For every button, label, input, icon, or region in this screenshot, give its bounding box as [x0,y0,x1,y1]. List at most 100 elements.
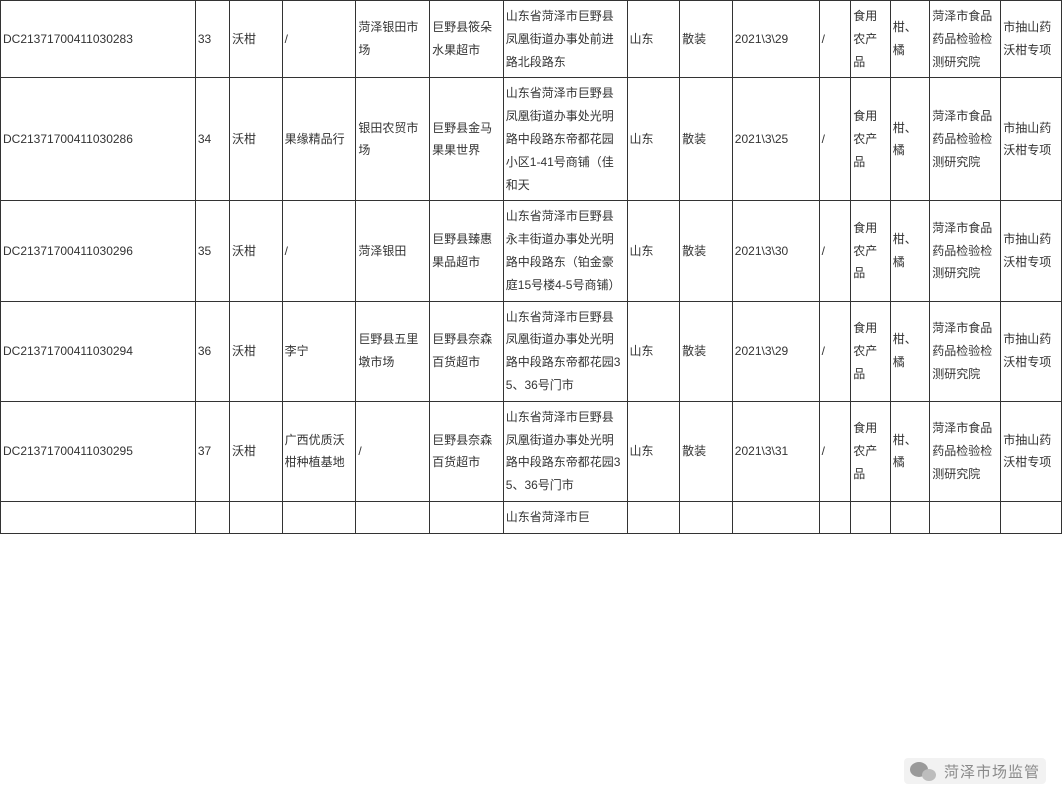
market: 银田农贸市场 [356,78,430,201]
address: 山东省菏泽市巨野县凤凰街道办事处光明路中段路东帝都花园35、36号门市 [503,401,627,501]
table-row: DC2137170041103029436沃柑李宁巨野县五里墩市场巨野县奈森百货… [1,301,1062,401]
wechat-icon [910,760,936,782]
province: 山东 [627,78,680,201]
supplier: / [282,1,356,78]
package [680,501,733,533]
market: / [356,401,430,501]
institute: 菏泽市食品药品检验检测研究院 [930,1,1001,78]
supplier: 果缘精品行 [282,78,356,201]
subcategory [890,501,929,533]
project: 市抽山药沃柑专项 [1001,401,1062,501]
market [356,501,430,533]
supplier: 李宁 [282,301,356,401]
store: 巨野县筱朵水果超市 [430,1,504,78]
province: 山东 [627,201,680,301]
address: 山东省菏泽市巨野县永丰街道办事处光明路中段路东（铂金豪庭15号楼4-5号商铺） [503,201,627,301]
province: 山东 [627,1,680,78]
row-num: 37 [195,401,229,501]
category: 食用农产品 [851,78,890,201]
slash: / [819,301,851,401]
sample-id: DC21371700411030286 [1,78,196,201]
sample-id: DC21371700411030295 [1,401,196,501]
subcategory: 柑、橘 [890,301,929,401]
table-row: DC2137170041103029635沃柑/菏泽银田巨野县臻惠果品超市山东省… [1,201,1062,301]
product-name: 沃柑 [230,201,283,301]
category [851,501,890,533]
row-num: 34 [195,78,229,201]
slash: / [819,401,851,501]
address: 山东省菏泽市巨野县凤凰街道办事处前进路北段路东 [503,1,627,78]
supplier [282,501,356,533]
market: 菏泽银田 [356,201,430,301]
project [1001,501,1062,533]
province: 山东 [627,401,680,501]
inspection-table: DC2137170041103028333沃柑/菏泽银田市场巨野县筱朵水果超市山… [0,0,1062,534]
market: 菏泽银田市场 [356,1,430,78]
table-row: DC2137170041103028333沃柑/菏泽银田市场巨野县筱朵水果超市山… [1,1,1062,78]
subcategory: 柑、橘 [890,401,929,501]
table-row: DC2137170041103028634沃柑果缘精品行银田农贸市场巨野县金马果… [1,78,1062,201]
row-num [195,501,229,533]
date [732,501,819,533]
province: 山东 [627,301,680,401]
product-name [230,501,283,533]
project: 市抽山药沃柑专项 [1001,78,1062,201]
product-name: 沃柑 [230,1,283,78]
supplier: / [282,201,356,301]
store: 巨野县奈森百货超市 [430,301,504,401]
market: 巨野县五里墩市场 [356,301,430,401]
slash: / [819,78,851,201]
slash [819,501,851,533]
table-row-partial: 山东省菏泽市巨 [1,501,1062,533]
sample-id: DC21371700411030296 [1,201,196,301]
address: 山东省菏泽市巨 [503,501,627,533]
sample-id: DC21371700411030283 [1,1,196,78]
project: 市抽山药沃柑专项 [1001,301,1062,401]
institute: 菏泽市食品药品检验检测研究院 [930,201,1001,301]
subcategory: 柑、橘 [890,201,929,301]
category: 食用农产品 [851,401,890,501]
address: 山东省菏泽市巨野县凤凰街道办事处光明路中段路东帝都花园35、36号门市 [503,301,627,401]
sample-id: DC21371700411030294 [1,301,196,401]
store: 巨野县金马果果世界 [430,78,504,201]
row-num: 36 [195,301,229,401]
project: 市抽山药沃柑专项 [1001,1,1062,78]
institute: 菏泽市食品药品检验检测研究院 [930,301,1001,401]
store: 巨野县奈森百货超市 [430,401,504,501]
package: 散装 [680,301,733,401]
product-name: 沃柑 [230,301,283,401]
watermark-label: 菏泽市场监管 [944,761,1040,782]
institute [930,501,1001,533]
subcategory: 柑、橘 [890,78,929,201]
row-num: 33 [195,1,229,78]
category: 食用农产品 [851,301,890,401]
date: 2021\3\29 [732,1,819,78]
slash: / [819,1,851,78]
table-row: DC2137170041103029537沃柑广西优质沃柑种植基地/巨野县奈森百… [1,401,1062,501]
project: 市抽山药沃柑专项 [1001,201,1062,301]
date: 2021\3\31 [732,401,819,501]
address: 山东省菏泽市巨野县凤凰街道办事处光明路中段路东帝都花园小区1-41号商铺（佳和天 [503,78,627,201]
date: 2021\3\25 [732,78,819,201]
institute: 菏泽市食品药品检验检测研究院 [930,78,1001,201]
institute: 菏泽市食品药品检验检测研究院 [930,401,1001,501]
package: 散装 [680,1,733,78]
store: 巨野县臻惠果品超市 [430,201,504,301]
date: 2021\3\30 [732,201,819,301]
package: 散装 [680,201,733,301]
watermark: 菏泽市场监管 [904,758,1046,784]
row-num: 35 [195,201,229,301]
province [627,501,680,533]
subcategory: 柑、橘 [890,1,929,78]
date: 2021\3\29 [732,301,819,401]
category: 食用农产品 [851,1,890,78]
supplier: 广西优质沃柑种植基地 [282,401,356,501]
category: 食用农产品 [851,201,890,301]
slash: / [819,201,851,301]
package: 散装 [680,78,733,201]
store [430,501,504,533]
product-name: 沃柑 [230,78,283,201]
package: 散装 [680,401,733,501]
product-name: 沃柑 [230,401,283,501]
sample-id [1,501,196,533]
